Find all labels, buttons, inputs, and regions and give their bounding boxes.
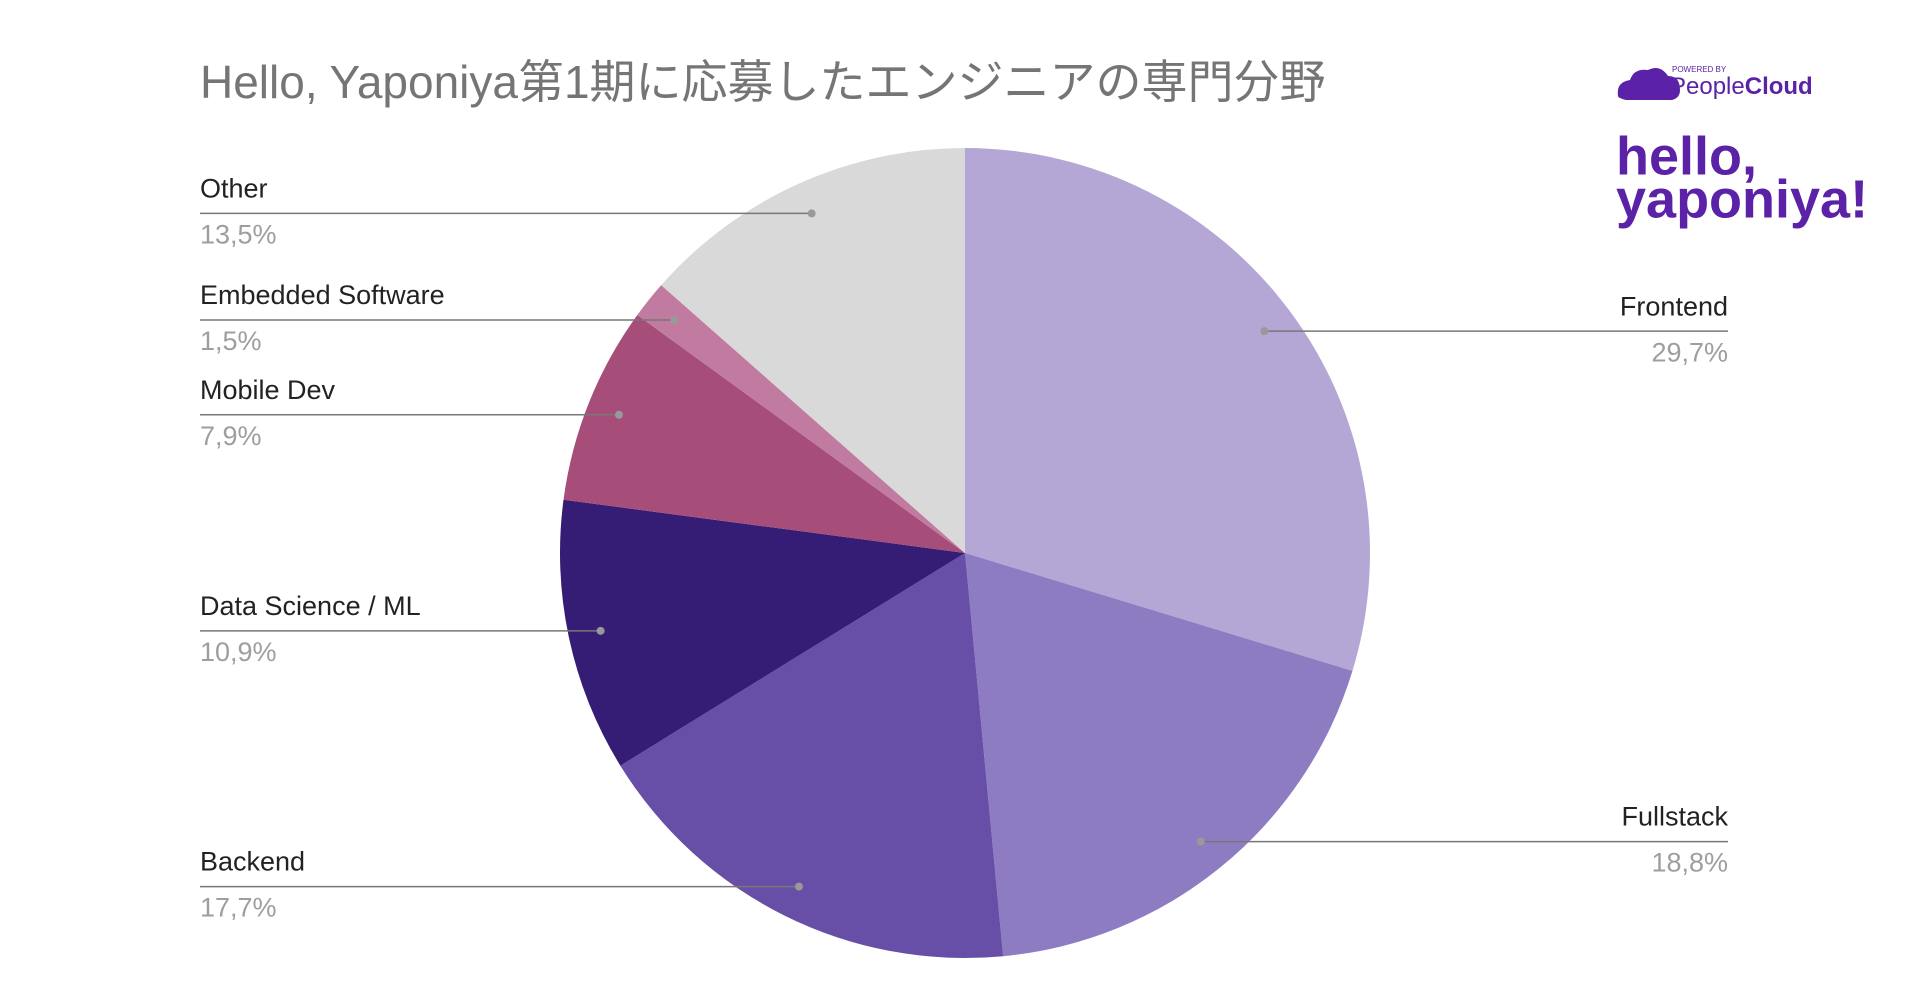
logo-line: yaponiya! (1616, 169, 1868, 229)
pie-slice (620, 553, 1004, 958)
leader-dot (1260, 327, 1269, 336)
leader-dot (807, 209, 816, 218)
provider-name: PeopleCloud (1670, 73, 1813, 100)
chart-title: Hello, Yaponiya第1期に応募したエンジニアの専門分野 (200, 56, 1326, 108)
slice-value: 7,9% (200, 421, 262, 451)
slice-label: Embedded Software (200, 280, 445, 310)
leader-dot (794, 882, 803, 891)
pie-slice (661, 148, 965, 553)
slice-label: Other (200, 174, 268, 204)
slice-value: 1,5% (200, 326, 262, 356)
slice-label: Frontend (1620, 291, 1728, 321)
slice-label: Backend (200, 847, 305, 877)
slice-value: 10,9% (200, 637, 277, 667)
pie-slice (965, 553, 1353, 957)
pie-slice (560, 499, 965, 766)
slice-value: 18,8% (1651, 848, 1728, 878)
slice-label: Mobile Dev (200, 375, 336, 405)
slice-label: Data Science / ML (200, 591, 421, 621)
slice-label: Fullstack (1621, 802, 1728, 832)
pie-slice (563, 314, 965, 553)
pie-slice (637, 285, 965, 553)
logo-line: hello, (1616, 126, 1757, 186)
brand-logo: POWERED BY PeopleCloud hello, yaponiya! (1616, 65, 1868, 229)
leader-dot (614, 410, 623, 419)
leader-dot (670, 316, 679, 325)
slice-value: 29,7% (1651, 337, 1728, 367)
cloud-icon (1617, 68, 1680, 100)
slice-value: 13,5% (200, 220, 277, 250)
powered-by: POWERED BY (1672, 65, 1727, 74)
pie-slice (965, 148, 1370, 671)
leader-dot (1196, 837, 1205, 846)
provider-bold: Cloud (1745, 73, 1813, 100)
leader-dot (596, 626, 605, 635)
provider: People (1670, 73, 1745, 100)
slice-value: 17,7% (200, 893, 277, 923)
